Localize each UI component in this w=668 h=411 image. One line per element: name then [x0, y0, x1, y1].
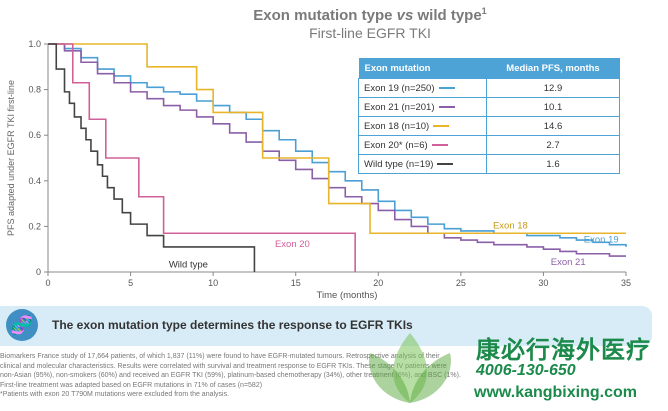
footnote-line: First-line treatment was adapted based o…	[0, 381, 263, 389]
table-header-mutation: Exon mutation	[358, 58, 487, 79]
table-header-pfs: Median PFS, months	[486, 58, 620, 79]
km-curve-wild-type	[48, 43, 256, 272]
legend-label: Exon 20* (n=6)	[357, 135, 488, 155]
x-tick-label: 35	[621, 278, 631, 288]
legend-row: Exon 19 (n=250) 12.9	[357, 78, 620, 98]
legend-row: Exon 21 (n=201) 10.1	[357, 97, 620, 117]
legend-median-pfs: 10.1	[486, 97, 620, 117]
legend-label-text: Wild type (n=19)	[364, 158, 434, 170]
y-tick-label: 0.6	[28, 130, 41, 140]
footnote-line: Biomarkers France study of 17,664 patien…	[0, 353, 440, 360]
watermark-phone: 4006-130-650	[476, 362, 576, 379]
legend-swatch	[431, 143, 448, 146]
chart-title: Exon mutation type vs wild type1	[253, 6, 487, 24]
legend-swatch	[433, 124, 450, 127]
y-axis-label: PFS adapted under EGFR TKI first-line	[6, 80, 16, 236]
legend-median-pfs: 1.6	[486, 154, 620, 174]
watermark-url: www.kangbixing.com	[474, 384, 637, 401]
km-plot: 0 0.2 0.4 0.6 0.8 1.0 0 5 10 15 20 25 30 35 Time (mont…	[6, 39, 631, 300]
chart-title-block: Exon mutation type vs wild type1 First-l…	[150, 6, 590, 41]
y-tick-label: 0.2	[28, 221, 41, 231]
x-tick-label: 30	[538, 278, 548, 288]
lotus-logo	[369, 333, 451, 403]
curve-label: Exon 20	[275, 239, 310, 250]
y-tick-label: 1.0	[28, 39, 41, 49]
legend-label: Exon 21 (n=201)	[357, 97, 488, 117]
x-axis-label: Time (months)	[317, 290, 378, 300]
curve-label: Wild type	[169, 259, 208, 270]
curve-label: Exon 18	[493, 221, 528, 232]
km-curve-exon-18	[48, 43, 626, 235]
legend-median-pfs: 2.7	[486, 135, 620, 155]
key-message-text: The exon mutation type determines the re…	[52, 318, 413, 332]
legend-label-text: Exon 18 (n=10)	[364, 120, 430, 132]
x-tick-label: 20	[373, 278, 383, 288]
dna-icon: 🧬	[6, 309, 38, 341]
legend-label-text: Exon 19 (n=250)	[364, 82, 435, 94]
footnote-line: clinical and molecular characteristics. …	[0, 362, 447, 370]
footnote-line: non-Asian (95%), non-smokers (60%) and r…	[0, 372, 461, 379]
legend-label: Exon 18 (n=10)	[357, 116, 488, 136]
x-tick-label: 0	[45, 278, 50, 288]
legend-row: Exon 18 (n=10) 14.6	[357, 116, 620, 136]
legend-label: Exon 19 (n=250)	[357, 78, 488, 98]
legend-label: Wild type (n=19)	[357, 154, 488, 174]
legend-median-pfs: 14.6	[486, 116, 620, 136]
chart-subtitle: First-line EGFR TKI	[309, 25, 431, 41]
y-tick-label: 0	[36, 267, 41, 277]
legend-row: Wild type (n=19) 1.6	[357, 154, 620, 174]
legend-swatch	[438, 86, 455, 89]
y-tick-label: 0.4	[28, 176, 41, 186]
curve-label: Exon 19	[584, 234, 619, 245]
key-message-banner: 🧬 The exon mutation type determines the …	[0, 306, 652, 346]
x-tick-label: 25	[456, 278, 466, 288]
footnote-line: *Patients with exon 20 T790M mutations w…	[0, 391, 230, 398]
curve-label: Exon 21	[551, 257, 586, 268]
watermark-name: 康必行海外医疗	[476, 337, 651, 364]
legend-row: Exon 20* (n=6) 2.7	[357, 135, 620, 155]
legend-swatch	[438, 105, 455, 108]
footnotes: Biomarkers France study of 17,664 patien…	[0, 352, 660, 400]
x-tick-label: 15	[291, 278, 301, 288]
x-tick-label: 10	[208, 278, 218, 288]
km-curve-exon-20	[48, 43, 356, 272]
legend-label-text: Exon 20* (n=6)	[364, 139, 428, 151]
y-tick-label: 0.8	[28, 85, 41, 95]
median-pfs-table: Exon mutation Median PFS, months Exon 19…	[357, 58, 620, 174]
legend-swatch	[437, 162, 454, 165]
legend-median-pfs: 12.9	[486, 78, 620, 98]
legend-label-text: Exon 21 (n=201)	[364, 101, 435, 113]
x-tick-label: 5	[128, 278, 133, 288]
